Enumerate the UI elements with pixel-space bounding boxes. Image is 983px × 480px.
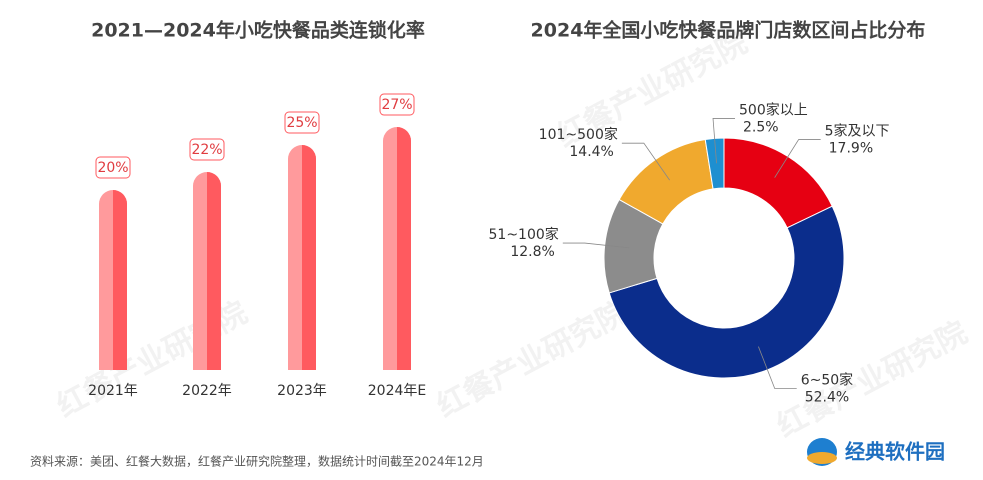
leader-line — [562, 242, 630, 249]
slice-label: 51~100家 — [489, 226, 559, 243]
x-tick-label: 2023年 — [277, 383, 327, 399]
bar-group: 27% 2024年E — [368, 93, 426, 399]
chart-title: 2024年全国小吃快餐品牌门店数区间占比分布 — [531, 19, 926, 42]
leader-line — [774, 139, 821, 178]
bar-shade — [113, 190, 127, 370]
x-tick-label: 2024年E — [368, 383, 426, 399]
label-box — [284, 111, 320, 134]
x-tick-label: 2022年 — [182, 383, 232, 399]
slice-value: 17.9% — [829, 141, 873, 157]
donut-slice — [608, 205, 845, 379]
donut-slice — [704, 137, 725, 190]
watermark: 红餐产业研究院 — [431, 295, 633, 424]
value-label: 27% — [381, 97, 412, 113]
slice-value: 12.8% — [510, 244, 554, 260]
source-note: 资料来源：美团、红餐大数据，红餐产业研究院整理，数据统计时间截至2024年12月 — [30, 454, 484, 469]
bar-group: 22% 2022年 — [182, 138, 232, 399]
x-tick-label: 2021年 — [88, 383, 138, 399]
bar-shade — [302, 145, 316, 370]
slice-value: 52.4% — [805, 389, 849, 405]
bar-shade — [397, 127, 411, 370]
leader-line — [758, 346, 797, 389]
watermark: 红餐产业研究院 — [51, 295, 253, 424]
slice-label: 101~500家 — [539, 126, 618, 143]
slice-label: 6~50家 — [801, 371, 853, 388]
leader-line — [712, 118, 736, 164]
label-box — [189, 138, 225, 161]
slice-value: 2.5% — [743, 119, 779, 135]
value-label: 22% — [191, 142, 222, 158]
logo-text: 经典软件园 — [845, 440, 945, 464]
bar-group: 20% 2021年 — [88, 156, 138, 399]
slice-label: 5家及以下 — [825, 123, 890, 140]
slice-value: 14.4% — [569, 144, 613, 160]
bar-group: 25% 2023年 — [277, 111, 327, 399]
leader-line — [621, 142, 670, 181]
label-box — [379, 93, 415, 116]
label-box — [95, 156, 131, 179]
logo-icon — [807, 452, 837, 464]
logo: 经典软件园 — [807, 438, 945, 466]
chart-title: 2021—2024年小吃快餐品类连锁化率 — [91, 19, 425, 42]
value-label: 25% — [286, 115, 317, 131]
bar-shade — [207, 172, 221, 370]
slice-label: 500家以上 — [739, 101, 808, 118]
value-label: 20% — [97, 160, 128, 176]
